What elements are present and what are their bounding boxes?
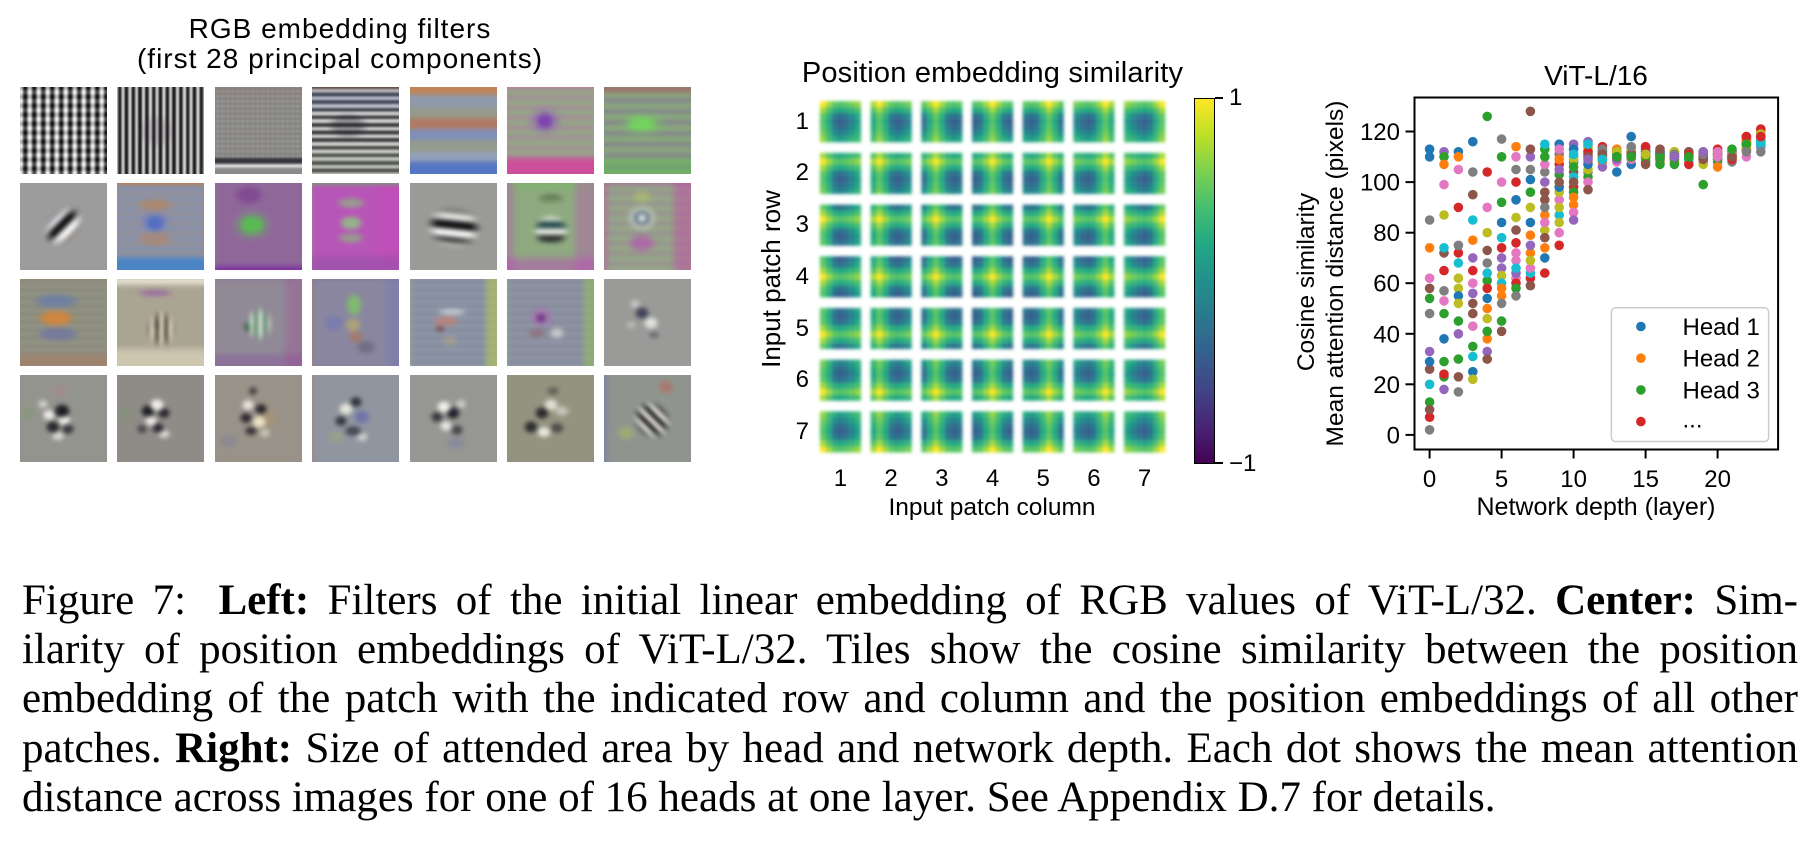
svg-text:0: 0 — [1423, 466, 1436, 493]
svg-text:...: ... — [1683, 407, 1703, 434]
svg-text:Mean attention distance (pixel: Mean attention distance (pixels) — [1322, 101, 1349, 447]
svg-text:5: 5 — [1495, 466, 1508, 493]
svg-text:60: 60 — [1373, 271, 1400, 298]
svg-text:120: 120 — [1360, 119, 1400, 146]
svg-text:15: 15 — [1632, 466, 1659, 493]
svg-text:80: 80 — [1373, 220, 1400, 247]
svg-text:Network depth (layer): Network depth (layer) — [1477, 493, 1716, 521]
svg-text:100: 100 — [1360, 170, 1400, 197]
svg-text:ViT-L/16: ViT-L/16 — [1544, 60, 1648, 91]
svg-text:40: 40 — [1373, 321, 1400, 348]
svg-text:Head 1: Head 1 — [1683, 314, 1760, 341]
svg-text:Head 2: Head 2 — [1683, 346, 1760, 373]
svg-text:Head 3: Head 3 — [1683, 377, 1760, 404]
svg-text:20: 20 — [1704, 466, 1731, 493]
svg-text:20: 20 — [1373, 372, 1400, 399]
svg-text:10: 10 — [1560, 466, 1587, 493]
svg-text:0: 0 — [1387, 422, 1400, 449]
